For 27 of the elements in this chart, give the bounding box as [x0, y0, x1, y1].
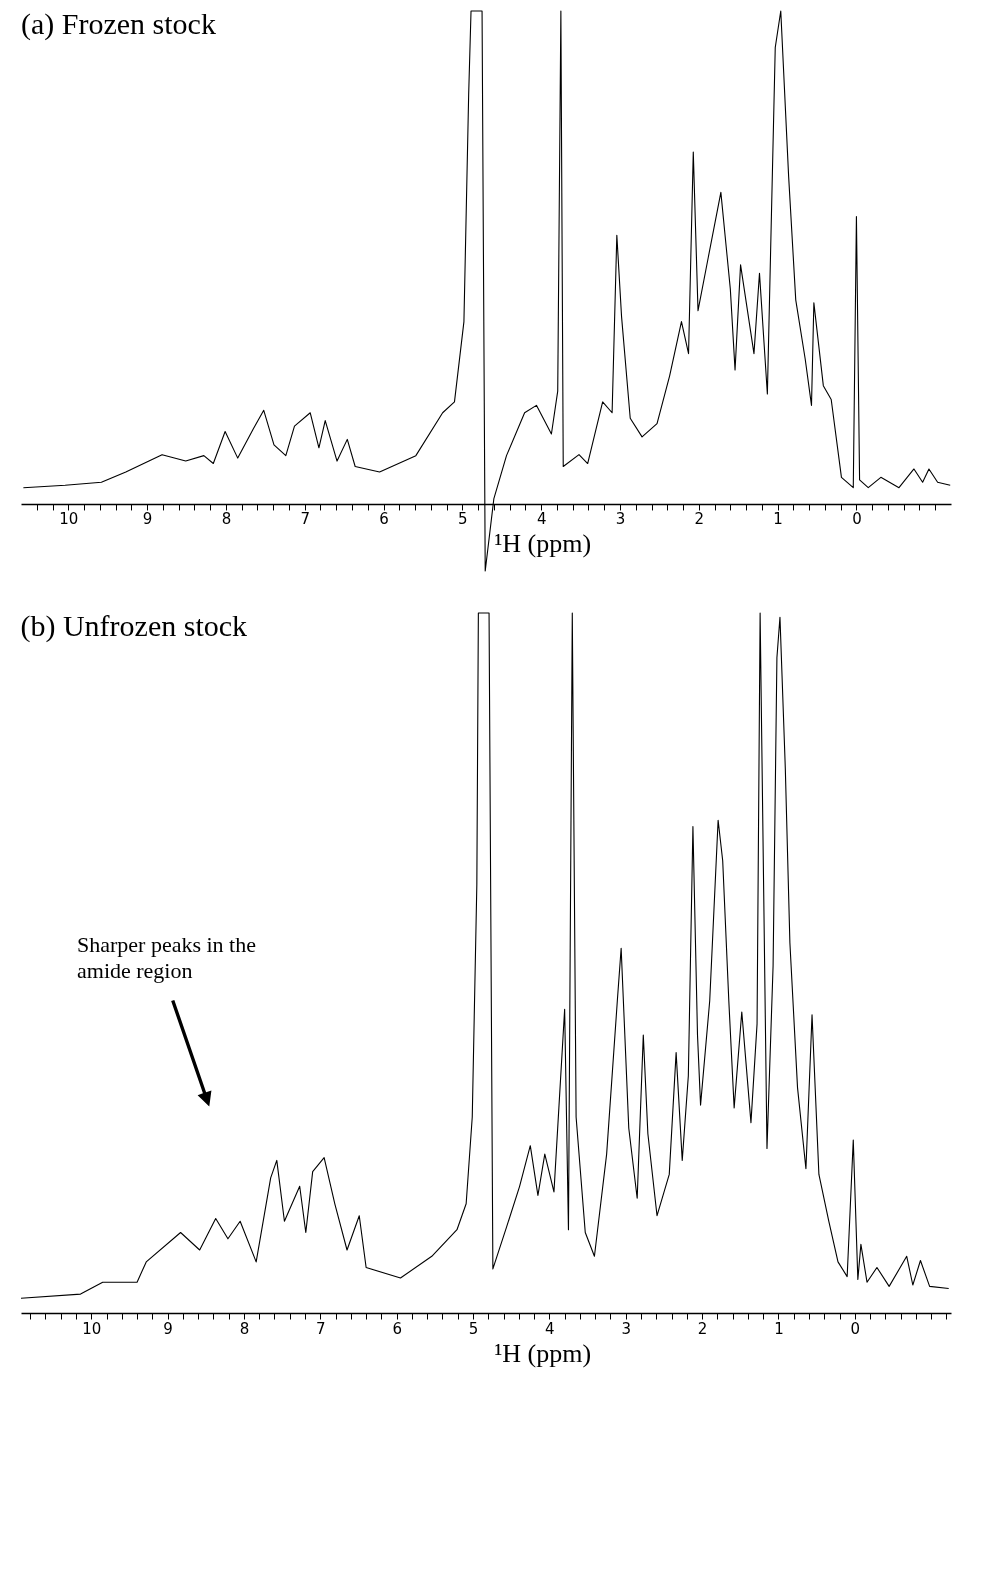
x-tick-label: 2 [697, 1319, 708, 1338]
x-tick-label: 4 [536, 510, 547, 529]
x-tick-label: 0 [850, 1319, 861, 1338]
x-tick-label: 9 [163, 1319, 173, 1338]
x-tick-label: 5 [468, 1319, 479, 1338]
x-tick-label: 7 [316, 1319, 326, 1338]
x-tick-label: 4 [545, 1319, 555, 1338]
x-axis-title: ¹H (ppm) [494, 529, 592, 559]
x-axis-title: ¹H (ppm) [494, 1338, 592, 1368]
x-tick-label: 10 [59, 510, 79, 529]
annotation: Sharper peaks in the amide region [77, 931, 256, 983]
x-tick-label: 6 [379, 510, 389, 529]
x-tick-label: 1 [774, 1319, 784, 1338]
x-tick-label: 1 [773, 510, 783, 529]
x-tick-label: 9 [142, 510, 153, 529]
x-tick-label: 7 [300, 510, 310, 529]
chart-title: (a) Frozen stock [21, 7, 216, 42]
chart-title: (b) Unfrozen stock [20, 609, 248, 644]
x-tick-label: 0 [852, 510, 862, 529]
x-tick-label: 5 [458, 510, 468, 529]
x-tick-label: 10 [82, 1319, 102, 1338]
x-tick-label: 6 [392, 1319, 402, 1338]
x-tick-label: 8 [239, 1319, 250, 1338]
x-tick-label: 3 [615, 510, 626, 529]
x-tick-label: 2 [694, 510, 705, 529]
x-tick-label: 8 [221, 510, 232, 529]
x-tick-label: 3 [621, 1319, 631, 1338]
